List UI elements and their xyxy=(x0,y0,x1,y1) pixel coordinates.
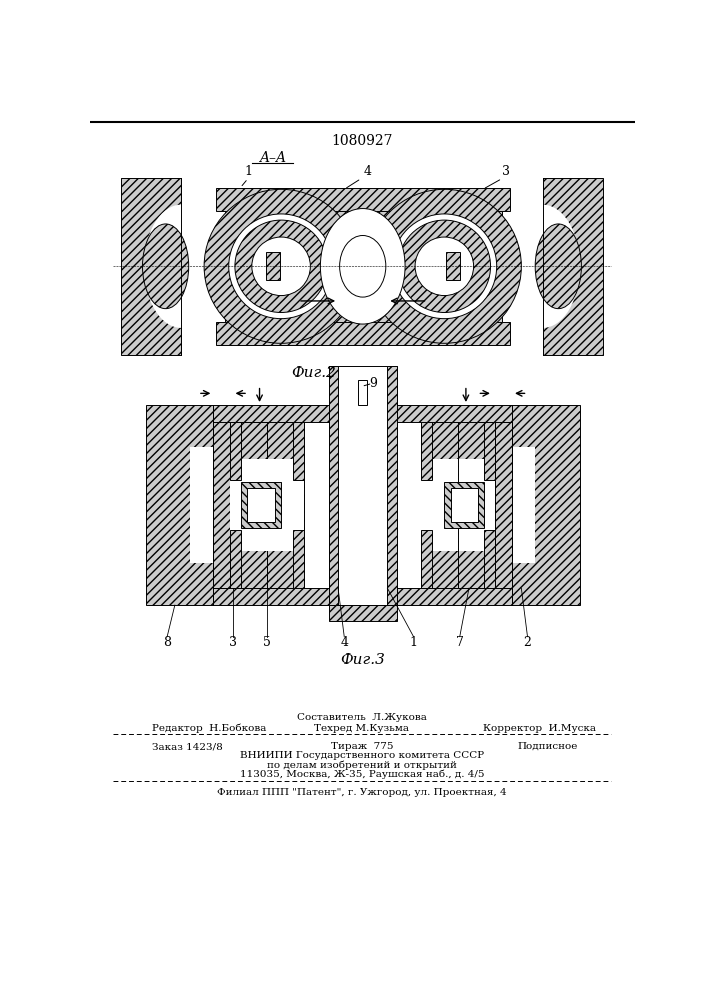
Bar xyxy=(230,422,267,588)
Text: 4: 4 xyxy=(340,636,349,649)
Bar xyxy=(512,447,535,563)
Text: Филиал ППП "Патент", г. Ужгород, ул. Проектная, 4: Филиал ППП "Патент", г. Ужгород, ул. Про… xyxy=(217,788,507,797)
Text: 1080927: 1080927 xyxy=(331,134,392,148)
Ellipse shape xyxy=(252,237,310,296)
Text: Заказ 1423/8: Заказ 1423/8 xyxy=(152,742,223,751)
Bar xyxy=(329,605,397,620)
Ellipse shape xyxy=(392,214,497,319)
Bar xyxy=(266,252,279,280)
Ellipse shape xyxy=(144,205,218,328)
Bar xyxy=(230,530,241,588)
Ellipse shape xyxy=(235,220,327,312)
Text: Подписное: Подписное xyxy=(518,742,578,751)
Bar xyxy=(190,447,214,563)
Text: по делам изобретений и открытий: по делам изобретений и открытий xyxy=(267,761,457,770)
Bar xyxy=(293,530,304,588)
Bar xyxy=(216,322,510,345)
Bar xyxy=(214,422,230,588)
Ellipse shape xyxy=(415,237,474,296)
Bar xyxy=(450,488,478,522)
Text: Корректор  И.Муска: Корректор И.Муска xyxy=(483,724,596,733)
Bar xyxy=(484,530,495,588)
Bar xyxy=(421,459,458,551)
Bar xyxy=(121,178,181,355)
Bar xyxy=(512,405,580,605)
Bar xyxy=(446,252,460,280)
Bar xyxy=(329,366,397,605)
Bar xyxy=(458,459,495,551)
Text: ВНИИПИ Государственного комитета СССР: ВНИИПИ Государственного комитета СССР xyxy=(240,751,484,760)
Ellipse shape xyxy=(204,189,358,343)
Bar xyxy=(225,211,502,222)
Bar xyxy=(495,422,512,588)
Bar xyxy=(444,482,484,528)
Bar xyxy=(216,188,510,211)
Bar xyxy=(543,178,603,355)
Ellipse shape xyxy=(229,214,334,319)
Bar xyxy=(358,380,368,405)
Text: 5: 5 xyxy=(263,636,271,649)
Bar xyxy=(484,422,495,480)
Bar xyxy=(247,488,275,522)
Bar xyxy=(214,588,512,605)
Ellipse shape xyxy=(368,189,521,343)
Text: 1: 1 xyxy=(244,165,252,178)
Ellipse shape xyxy=(398,220,491,312)
Text: 9: 9 xyxy=(370,377,378,390)
Text: Техред М.Кузьма: Техред М.Кузьма xyxy=(315,724,409,733)
Text: 2: 2 xyxy=(524,636,532,649)
Bar xyxy=(214,405,512,422)
Bar xyxy=(267,459,304,551)
Bar xyxy=(421,422,458,588)
Bar xyxy=(241,482,281,528)
Bar xyxy=(293,422,304,480)
Bar xyxy=(387,366,397,605)
Bar xyxy=(146,405,214,605)
Text: 3: 3 xyxy=(502,165,510,178)
Ellipse shape xyxy=(506,205,580,328)
Bar xyxy=(458,422,495,588)
Bar xyxy=(329,366,338,605)
Bar xyxy=(267,422,304,588)
Text: Фиг.2: Фиг.2 xyxy=(291,366,336,380)
Text: 8: 8 xyxy=(163,636,171,649)
Text: 4: 4 xyxy=(363,165,371,178)
Text: Тираж  775: Тираж 775 xyxy=(331,742,393,751)
Text: 3: 3 xyxy=(228,636,237,649)
Bar xyxy=(421,530,432,588)
Text: 1: 1 xyxy=(409,636,418,649)
Text: Составитель  Л.Жукова: Составитель Л.Жукова xyxy=(297,713,427,722)
Text: 113035, Москва, Ж-35, Раушская наб., д. 4/5: 113035, Москва, Ж-35, Раушская наб., д. … xyxy=(240,770,484,779)
Bar xyxy=(421,422,432,480)
Ellipse shape xyxy=(339,235,386,297)
Text: Фиг.3: Фиг.3 xyxy=(340,653,385,667)
Bar xyxy=(230,422,241,480)
Ellipse shape xyxy=(535,224,581,309)
Bar xyxy=(225,310,502,322)
Text: A–A: A–A xyxy=(259,151,286,165)
Ellipse shape xyxy=(143,224,189,309)
Text: 7: 7 xyxy=(456,636,464,649)
Text: Редактор  Н.Бобкова: Редактор Н.Бобкова xyxy=(152,724,266,733)
Bar xyxy=(230,459,267,551)
Ellipse shape xyxy=(320,209,405,324)
